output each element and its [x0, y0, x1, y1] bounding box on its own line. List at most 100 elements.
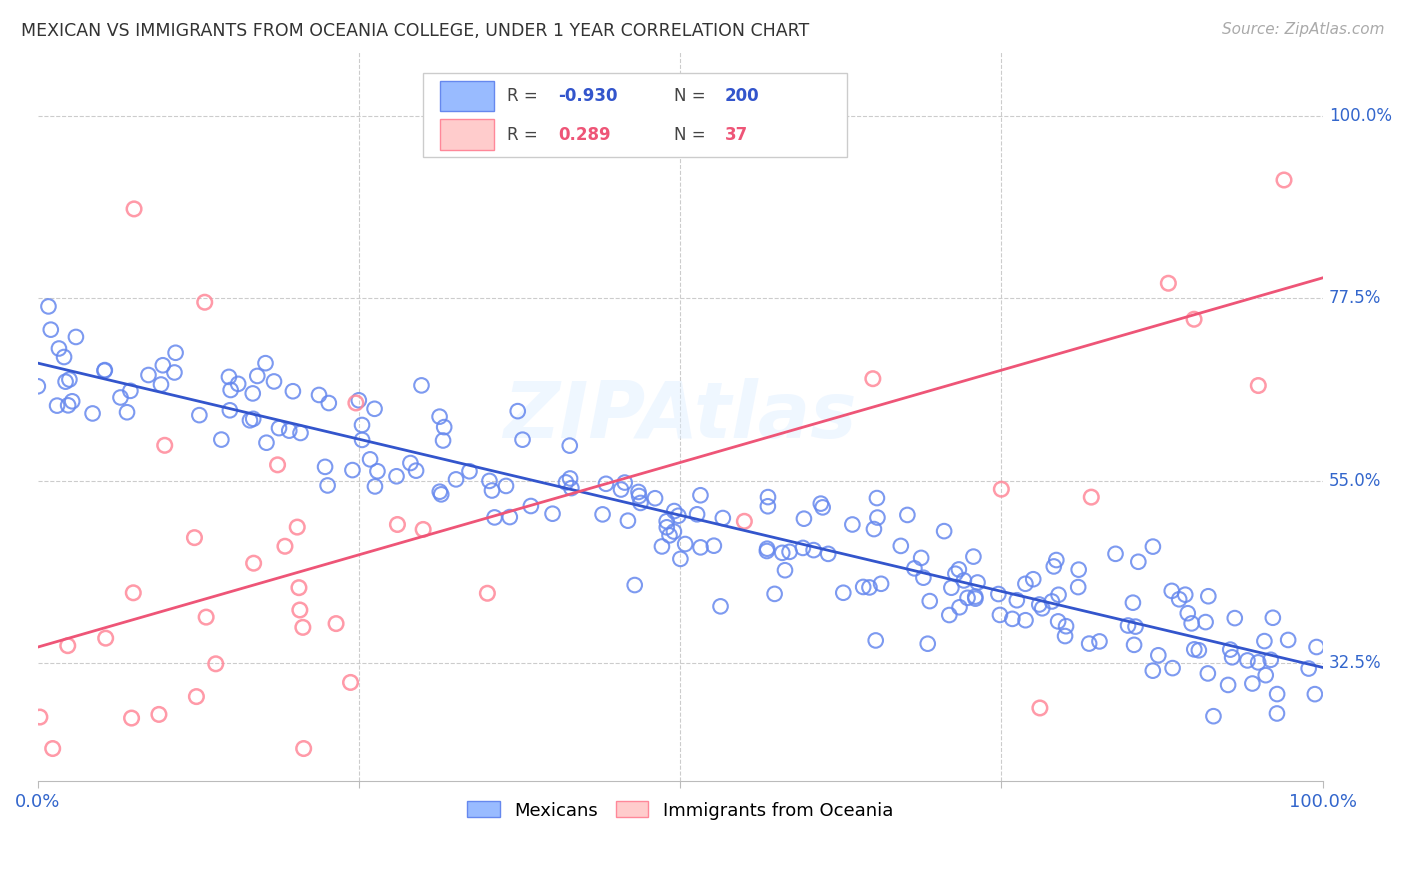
Point: [953, 574, 976, 588]
Point: [623, 578, 645, 592]
Point: [41, 741, 63, 756]
Point: [866, 510, 889, 524]
Point: [495, 479, 517, 493]
Point: [226, 376, 249, 391]
Point: [810, 497, 832, 511]
Point: [138, 368, 160, 382]
Point: [46, 399, 69, 413]
Point: [651, 540, 673, 554]
Point: [429, 484, 451, 499]
Point: [912, 571, 935, 585]
Point: [1045, 553, 1067, 567]
Point: [285, 520, 308, 534]
Point: [56, 639, 79, 653]
Point: [288, 581, 311, 595]
Point: [246, 368, 269, 383]
Point: [153, 438, 176, 452]
Point: [595, 476, 617, 491]
Point: [204, 657, 226, 671]
Point: [1261, 611, 1284, 625]
Point: [1122, 596, 1144, 610]
Point: [53, 350, 76, 364]
Point: [1202, 709, 1225, 723]
Point: [852, 580, 875, 594]
Point: [1305, 640, 1327, 654]
Point: [308, 388, 330, 402]
Point: [1188, 643, 1211, 657]
Point: [82, 407, 104, 421]
Point: [209, 433, 232, 447]
Point: [183, 531, 205, 545]
Point: [115, 405, 138, 419]
Point: [288, 603, 311, 617]
Point: [938, 607, 960, 622]
Point: [918, 594, 941, 608]
Point: [541, 507, 564, 521]
Point: [152, 358, 174, 372]
Point: [1125, 619, 1147, 633]
Point: [1028, 598, 1050, 612]
Point: [896, 508, 918, 522]
Point: [458, 464, 481, 478]
Point: [733, 514, 755, 528]
Point: [560, 481, 582, 495]
Point: [1182, 642, 1205, 657]
Point: [1157, 277, 1180, 291]
Point: [163, 366, 186, 380]
FancyBboxPatch shape: [440, 120, 494, 150]
Point: [666, 508, 689, 523]
Text: 32.5%: 32.5%: [1329, 655, 1382, 673]
Point: [1253, 634, 1275, 648]
Point: [444, 472, 467, 486]
Point: [1265, 706, 1288, 721]
Point: [254, 356, 277, 370]
Point: [1216, 678, 1239, 692]
FancyBboxPatch shape: [440, 80, 494, 112]
Point: [56, 398, 79, 412]
Point: [520, 499, 543, 513]
Point: [366, 464, 388, 478]
Point: [1303, 687, 1326, 701]
Point: [148, 707, 170, 722]
Point: [352, 433, 374, 447]
Point: [1054, 629, 1077, 643]
Point: [948, 562, 970, 576]
Text: R =: R =: [506, 126, 543, 144]
Point: [1142, 664, 1164, 678]
Point: [512, 433, 534, 447]
Point: [122, 586, 145, 600]
Point: [613, 475, 636, 490]
Point: [956, 591, 979, 605]
Point: [430, 487, 453, 501]
Point: [188, 408, 211, 422]
Point: [266, 458, 288, 472]
Point: [1123, 638, 1146, 652]
Point: [1014, 613, 1036, 627]
Point: [1247, 378, 1270, 392]
Point: [121, 711, 143, 725]
Point: [347, 393, 370, 408]
Point: [655, 514, 678, 528]
Point: [1223, 611, 1246, 625]
Point: [94, 363, 117, 377]
Point: [281, 384, 304, 399]
Point: [278, 424, 301, 438]
Point: [359, 452, 381, 467]
Point: [165, 345, 187, 359]
Point: [1128, 555, 1150, 569]
Point: [150, 377, 173, 392]
Point: [817, 547, 839, 561]
Point: [60, 394, 83, 409]
Point: [1182, 312, 1205, 326]
Point: [865, 633, 887, 648]
Point: [669, 552, 692, 566]
Text: N =: N =: [673, 87, 710, 105]
Point: [1067, 580, 1090, 594]
Point: [966, 575, 988, 590]
Point: [943, 566, 966, 581]
Point: [239, 413, 262, 427]
Text: ZIPAtlas: ZIPAtlas: [503, 378, 856, 454]
Point: [990, 482, 1012, 496]
Point: [1031, 601, 1053, 615]
Point: [617, 514, 640, 528]
